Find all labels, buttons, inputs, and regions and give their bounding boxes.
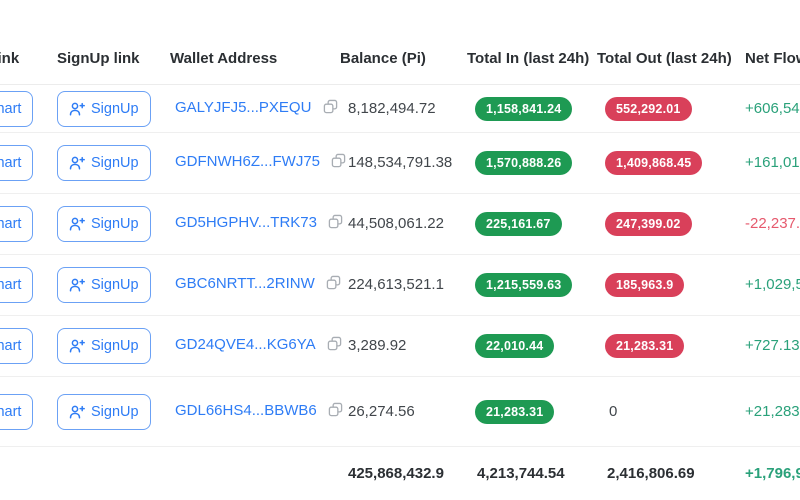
signup-button[interactable]: SignUp xyxy=(57,328,151,364)
table-footer-row: 425,868,432.9 4,213,744.54 2,416,806.69 … xyxy=(0,447,800,500)
chart-button-label: Chart xyxy=(0,338,22,354)
balance-value: 3,289.92 xyxy=(348,337,407,354)
net-flow-value: -22,237.35 xyxy=(745,215,800,232)
total-out-badge: 185,963.9 xyxy=(605,273,685,297)
wallet-address-link[interactable]: GD5HGPHV...TRK73 xyxy=(175,214,317,231)
total-in-badge: 21,283.31 xyxy=(475,399,555,424)
person-plus-icon xyxy=(69,277,85,293)
copy-icon[interactable] xyxy=(328,402,343,422)
chart-button[interactable]: Chart xyxy=(0,145,34,181)
chart-button-label: Chart xyxy=(0,155,22,171)
signup-button-label: SignUp xyxy=(91,155,139,171)
net-flow-value: +1,029,595.73 xyxy=(745,276,800,293)
table-row: Chart SignUp GBC6NRTT...2RINW 224,613,52… xyxy=(0,255,800,316)
person-plus-icon xyxy=(69,101,85,117)
chart-button[interactable]: Chart xyxy=(0,90,34,127)
copy-icon[interactable] xyxy=(328,214,343,234)
chart-button-label: Chart xyxy=(0,216,22,232)
header-chart-link: Chart link xyxy=(0,50,20,67)
chart-button[interactable]: Chart xyxy=(0,393,34,430)
signup-button[interactable]: SignUp xyxy=(57,267,151,303)
total-in-badge: 1,570,888.26 xyxy=(475,151,573,175)
chart-button-label: Chart xyxy=(0,100,22,117)
wallet-address-link[interactable]: GALYJFJ5...PXEQU xyxy=(175,98,312,116)
signup-button[interactable]: SignUp xyxy=(57,145,151,181)
footer-total-in: 4,213,744.54 xyxy=(477,465,565,482)
wallet-address-link[interactable]: GD24QVE4...KG6YA xyxy=(175,336,316,353)
copy-icon[interactable] xyxy=(327,336,342,356)
total-in-badge: 22,010.44 xyxy=(475,334,555,358)
balance-value: 224,613,521.1 xyxy=(348,276,444,293)
person-plus-icon xyxy=(69,216,85,232)
person-plus-icon xyxy=(69,155,85,171)
header-wallet-address: Wallet Address xyxy=(170,50,278,67)
header-total-out: Total Out (last 24h) xyxy=(597,50,732,67)
chart-button[interactable]: Chart xyxy=(0,267,34,303)
total-in-badge: 225,161.67 xyxy=(475,212,562,236)
header-total-in: Total In (last 24h) xyxy=(467,50,590,67)
chart-button[interactable]: Chart xyxy=(0,206,34,242)
copy-icon[interactable] xyxy=(331,153,346,173)
copy-icon[interactable] xyxy=(326,275,341,295)
copy-icon[interactable] xyxy=(323,99,338,119)
total-out-badge: 552,292.01 xyxy=(605,96,692,121)
table-row: Chart SignUp GDFNWH6Z...FWJ75 148,534,79… xyxy=(0,133,800,194)
signup-button-label: SignUp xyxy=(91,216,139,232)
balance-value: 44,508,061.22 xyxy=(348,215,444,232)
total-in-badge: 1,158,841.24 xyxy=(475,96,573,121)
signup-button[interactable]: SignUp xyxy=(57,206,151,242)
balance-value: 26,274.56 xyxy=(348,402,415,420)
table-row: Chart SignUp GD5HGPHV...TRK73 44,508,061… xyxy=(0,194,800,255)
signup-button-label: SignUp xyxy=(91,100,139,117)
chart-button-label: Chart xyxy=(0,277,22,293)
footer-total-out: 2,416,806.69 xyxy=(607,465,695,482)
net-flow-value: +21,283.31 xyxy=(745,402,800,420)
footer-balance-total: 425,868,432.9 xyxy=(348,465,444,482)
total-out-badge: 247,399.02 xyxy=(605,212,692,236)
header-balance: Balance (Pi) xyxy=(340,50,426,67)
signup-button[interactable]: SignUp xyxy=(57,90,151,127)
person-plus-icon xyxy=(69,404,85,420)
total-out-badge: 1,409,868.45 xyxy=(605,151,703,175)
chart-button-label: Chart xyxy=(0,403,22,420)
total-out-value: 0 xyxy=(609,402,618,420)
table-header-row: Chart link SignUp link Wallet Address Ba… xyxy=(0,0,800,85)
wallet-address-link[interactable]: GBC6NRTT...2RINW xyxy=(175,275,315,292)
total-out-badge: 21,283.31 xyxy=(605,334,685,358)
person-plus-icon xyxy=(69,338,85,354)
header-net-flow: Net Flow (last 24h) xyxy=(745,50,800,67)
footer-net-flow: +1,796,937.85 xyxy=(745,465,800,482)
net-flow-value: +161,019.81 xyxy=(745,154,800,171)
wallet-address-link[interactable]: GDFNWH6Z...FWJ75 xyxy=(175,153,320,170)
net-flow-value: +727.13 xyxy=(745,337,800,354)
table-row: Chart SignUp GDL66HS4...BBWB6 26,274.56 … xyxy=(0,377,800,447)
balance-value: 148,534,791.38 xyxy=(348,154,453,171)
chart-button[interactable]: Chart xyxy=(0,328,34,364)
wallet-address-link[interactable]: GDL66HS4...BBWB6 xyxy=(175,401,317,419)
signup-button-label: SignUp xyxy=(91,403,139,420)
balance-value: 8,182,494.72 xyxy=(348,99,436,117)
signup-button-label: SignUp xyxy=(91,338,139,354)
total-in-badge: 1,215,559.63 xyxy=(475,273,573,297)
signup-button[interactable]: SignUp xyxy=(57,393,151,430)
table-row: Chart SignUp GALYJFJ5...PXEQU 8,182,494.… xyxy=(0,85,800,133)
signup-button-label: SignUp xyxy=(91,277,139,293)
table-row: Chart SignUp GD24QVE4...KG6YA 3,289.92 2… xyxy=(0,316,800,377)
net-flow-value: +606,549.23 xyxy=(745,99,800,117)
header-signup-link: SignUp link xyxy=(57,50,140,67)
